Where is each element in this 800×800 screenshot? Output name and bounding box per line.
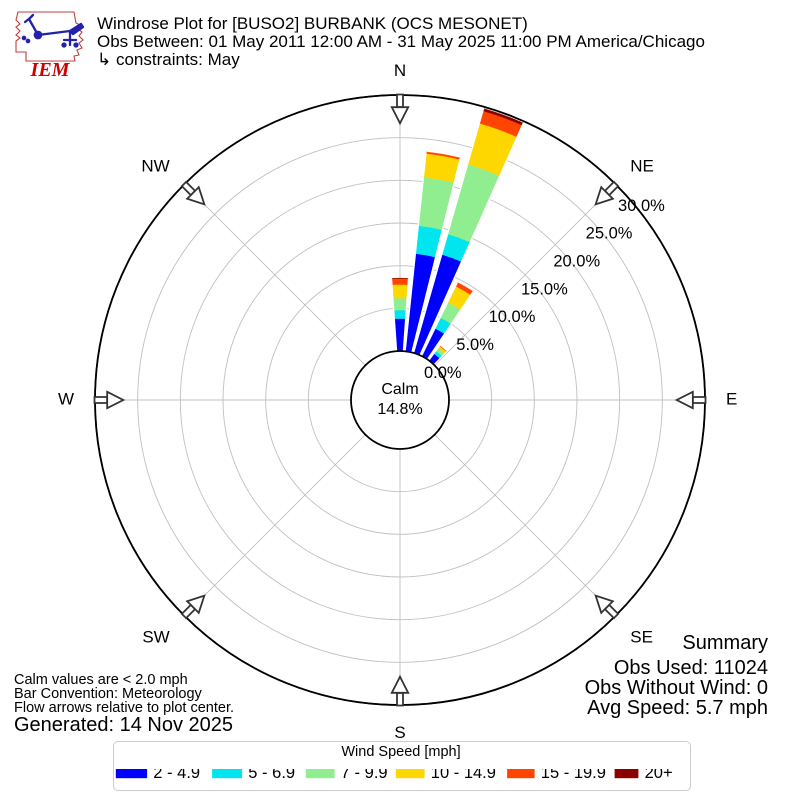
svg-text:15.0%: 15.0% bbox=[521, 280, 568, 298]
svg-text:15 - 19.9: 15 - 19.9 bbox=[541, 769, 606, 782]
svg-text:0.0%: 0.0% bbox=[424, 364, 462, 382]
svg-text:Calm: Calm bbox=[381, 381, 418, 398]
svg-text:10.0%: 10.0% bbox=[489, 308, 536, 326]
svg-text:5 - 6.9: 5 - 6.9 bbox=[248, 769, 295, 782]
svg-text:NW: NW bbox=[141, 157, 169, 176]
svg-text:14.8%: 14.8% bbox=[377, 401, 422, 418]
svg-text:5.0%: 5.0% bbox=[456, 336, 494, 354]
svg-text:E: E bbox=[726, 389, 737, 408]
svg-text:20.0%: 20.0% bbox=[553, 253, 600, 271]
svg-text:W: W bbox=[58, 389, 74, 408]
svg-text:2 - 4.9: 2 - 4.9 bbox=[153, 769, 200, 782]
svg-text:25.0%: 25.0% bbox=[586, 225, 633, 243]
svg-text:20+: 20+ bbox=[645, 769, 673, 782]
svg-text:NE: NE bbox=[630, 157, 654, 176]
svg-text:N: N bbox=[394, 61, 406, 80]
svg-text:10 - 14.9: 10 - 14.9 bbox=[431, 769, 496, 782]
svg-text:S: S bbox=[394, 723, 405, 742]
svg-text:30.0%: 30.0% bbox=[618, 197, 665, 215]
svg-text:7 - 9.9: 7 - 9.9 bbox=[341, 769, 388, 782]
